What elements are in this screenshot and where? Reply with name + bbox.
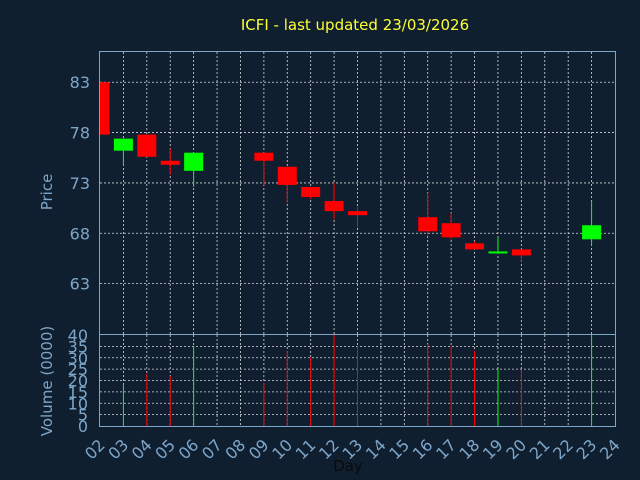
candle-body — [441, 223, 461, 238]
volume-tick-label: 25 — [68, 360, 88, 379]
volume-axis-label: Volume (0000) — [38, 326, 56, 436]
volume-tick-label: 30 — [68, 349, 88, 368]
price-axis-label: Price — [38, 174, 56, 211]
price-tick-label: 73 — [70, 174, 90, 193]
volume-tick-label: 10 — [68, 394, 88, 413]
chart-title: ICFI - last updated 23/03/2026 — [241, 16, 469, 34]
candle-body — [418, 217, 438, 232]
day-tick-label: 24 — [596, 435, 624, 463]
candle-body — [348, 211, 367, 216]
price-tick-label: 78 — [70, 124, 90, 143]
candle-body — [324, 201, 344, 212]
candle-body — [465, 243, 485, 250]
candle-body — [582, 225, 602, 240]
candle-body — [511, 249, 531, 256]
volume-bars — [122, 335, 593, 426]
day-axis-label: Day — [333, 457, 363, 475]
price-y-ticks: 63 68 73 78 83 — [70, 73, 90, 293]
volume-tick-label: 5 — [78, 406, 88, 425]
price-candles — [99, 82, 602, 262]
candle-body — [184, 152, 204, 171]
volume-panel-frame — [99, 334, 616, 427]
candle-body — [488, 251, 508, 254]
candle-body — [100, 82, 110, 135]
candle-body — [137, 134, 157, 157]
candle-body — [113, 138, 133, 151]
volume-tick-label: 35 — [68, 337, 88, 356]
candle-body — [301, 186, 321, 198]
volume-tick-label: 20 — [68, 372, 88, 391]
candle-body — [254, 152, 274, 161]
price-tick-label: 68 — [70, 224, 90, 243]
price-tick-label: 63 — [70, 275, 90, 294]
volume-tick-label: 0 — [78, 417, 88, 436]
volume-tick-label: 40 — [68, 326, 88, 345]
price-grid — [100, 52, 615, 334]
candle-body — [160, 160, 180, 165]
candle-body — [277, 166, 297, 185]
price-tick-label: 83 — [70, 73, 90, 92]
volume-tick-label: 15 — [68, 383, 88, 402]
